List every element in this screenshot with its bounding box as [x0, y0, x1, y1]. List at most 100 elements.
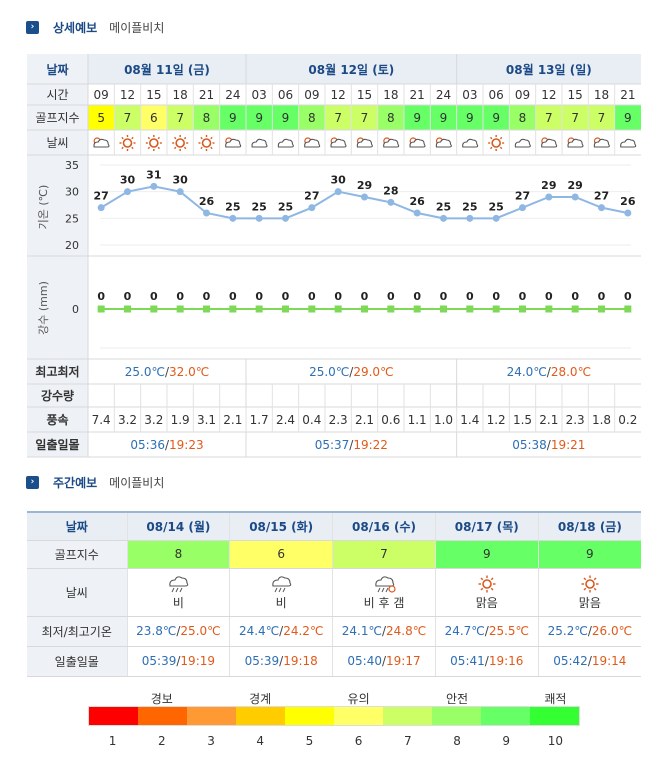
rain-point — [598, 305, 605, 313]
day-minmax: 24.0℃/28.0℃ — [507, 365, 591, 379]
legend-number: 5 — [305, 734, 314, 748]
golf-cell — [588, 105, 615, 130]
weekly-min-temp: 24.7℃ — [444, 624, 485, 638]
time-cell: 09 — [515, 88, 530, 102]
row-label-date: 날짜 — [46, 62, 68, 77]
temp-value-label: 30 — [331, 174, 347, 187]
temp-point — [229, 214, 237, 222]
partly-cloudy-icon — [593, 137, 610, 148]
rain-value-label: 0 — [255, 290, 263, 303]
wind-speed: 2.4 — [276, 413, 295, 427]
partly-cloudy-icon — [567, 137, 584, 148]
temp-axis-label: 기온 (℃) — [37, 185, 50, 230]
row-label-sun: 일출일몰 — [35, 437, 79, 452]
legend-number: 2 — [157, 734, 166, 748]
weekly-max-temp: 25.5℃ — [488, 624, 530, 638]
rain-point — [387, 305, 395, 313]
temp-point — [124, 188, 131, 196]
golf-index: 8 — [308, 111, 316, 125]
sunset: 19:23 — [169, 438, 204, 452]
weekly-section-header: › 주간예보 메이플비치 — [26, 474, 164, 490]
temp-value-label: 25 — [252, 200, 267, 213]
weekly-date: 08/18 (금) — [537, 512, 641, 541]
time-cell: 18 — [594, 88, 609, 102]
temp-value-label: 27 — [515, 190, 530, 203]
golf-index: 9 — [255, 111, 263, 125]
golf-cell — [483, 105, 510, 130]
wind-speed: 0.4 — [302, 413, 321, 427]
rain-point — [150, 305, 158, 313]
weekly-sun: 05:41/19:16 — [434, 646, 539, 677]
time-cell: 09 — [304, 88, 319, 102]
day-header: 08월 13일 (일) — [506, 62, 592, 77]
weekly-min-temp: 23.8℃ — [136, 624, 177, 638]
detail-location: 메이플비치 — [109, 20, 165, 35]
temp-value-label: 25 — [225, 200, 240, 213]
legend-label: 유의 — [347, 692, 370, 706]
time-cell: 24 — [225, 88, 240, 102]
weekly-minmax: 25.2℃/26.0℃ — [537, 616, 641, 647]
legend-swatch — [432, 707, 481, 725]
legend-number: 10 — [547, 734, 564, 748]
weekly-sunset: 19:19 — [180, 654, 216, 668]
rain-then-clear-icon — [333, 574, 435, 594]
rain-value-label: 0 — [519, 290, 527, 303]
legend-label: 경보 — [150, 692, 173, 706]
golf-cell — [219, 105, 246, 130]
time-cell: 09 — [94, 88, 109, 102]
temp-point — [97, 204, 105, 212]
weekly-sunset: 19:18 — [283, 654, 318, 668]
legend-number: 3 — [207, 734, 215, 748]
rain-value-label: 0 — [176, 290, 184, 303]
weekly-weather-cell: 맑음 — [434, 568, 539, 617]
golf-cell — [246, 105, 273, 130]
rain-value-label: 0 — [361, 290, 369, 303]
golf-cell — [456, 105, 483, 130]
time-cell: 06 — [278, 88, 293, 102]
wind-speed: 1.5 — [513, 413, 532, 427]
wind-speed: 1.2 — [487, 413, 506, 427]
golf-cell — [430, 105, 457, 130]
temp-point — [176, 188, 184, 196]
rain-value-label: 0 — [492, 290, 500, 303]
temp-value-label: 30 — [120, 174, 136, 187]
temp-point — [203, 209, 210, 217]
weekly-golf-label: 골프지수 — [27, 540, 127, 569]
partly-cloudy-icon — [356, 137, 373, 148]
day-sun: 05:36/19:23 — [130, 438, 203, 452]
row-label-minmax: 최고최저 — [35, 364, 79, 379]
rain-value-label: 0 — [387, 290, 395, 303]
rain-point — [519, 305, 526, 313]
time-cell: 03 — [462, 88, 477, 102]
golf-index: 7 — [334, 111, 342, 125]
golf-index: 7 — [598, 111, 606, 125]
time-cell: 12 — [541, 88, 556, 102]
weekly-minmax: 24.7℃/25.5℃ — [434, 616, 539, 647]
rain-point — [571, 305, 579, 313]
min-temp: 25.0℃ — [125, 365, 165, 379]
temp-point — [466, 214, 474, 222]
temp-point — [361, 193, 368, 201]
detail-forecast-title: 상세예보 — [53, 20, 98, 35]
sun-icon — [436, 574, 538, 594]
time-cell: 15 — [568, 88, 583, 102]
rain-point — [545, 305, 553, 313]
rain-value-label: 0 — [203, 290, 211, 303]
rain-value-label: 0 — [545, 290, 553, 303]
rain-value-label: 0 — [624, 290, 632, 303]
rain-point — [176, 305, 184, 313]
weekly-minmax: 24.4℃/24.2℃ — [229, 616, 333, 647]
day-sun: 05:38/19:21 — [512, 438, 585, 452]
golf-index: 9 — [440, 111, 448, 125]
temp-point — [624, 209, 632, 217]
temp-point — [440, 214, 447, 222]
temp-tick-label: 25 — [65, 212, 79, 225]
rain-point — [255, 305, 263, 313]
detail-forecast-grid: 08월 11일 (금) 25.0℃/32.0℃ 05:36/19:23 08월 12일… — [27, 54, 641, 458]
weekly-golf-index: 6 — [229, 540, 333, 569]
time-cell: 21 — [620, 88, 635, 102]
sun-icon — [119, 135, 136, 151]
max-temp: 28.0℃ — [551, 365, 591, 379]
row-label-weather: 날씨 — [46, 136, 68, 150]
rain-point — [308, 305, 316, 313]
